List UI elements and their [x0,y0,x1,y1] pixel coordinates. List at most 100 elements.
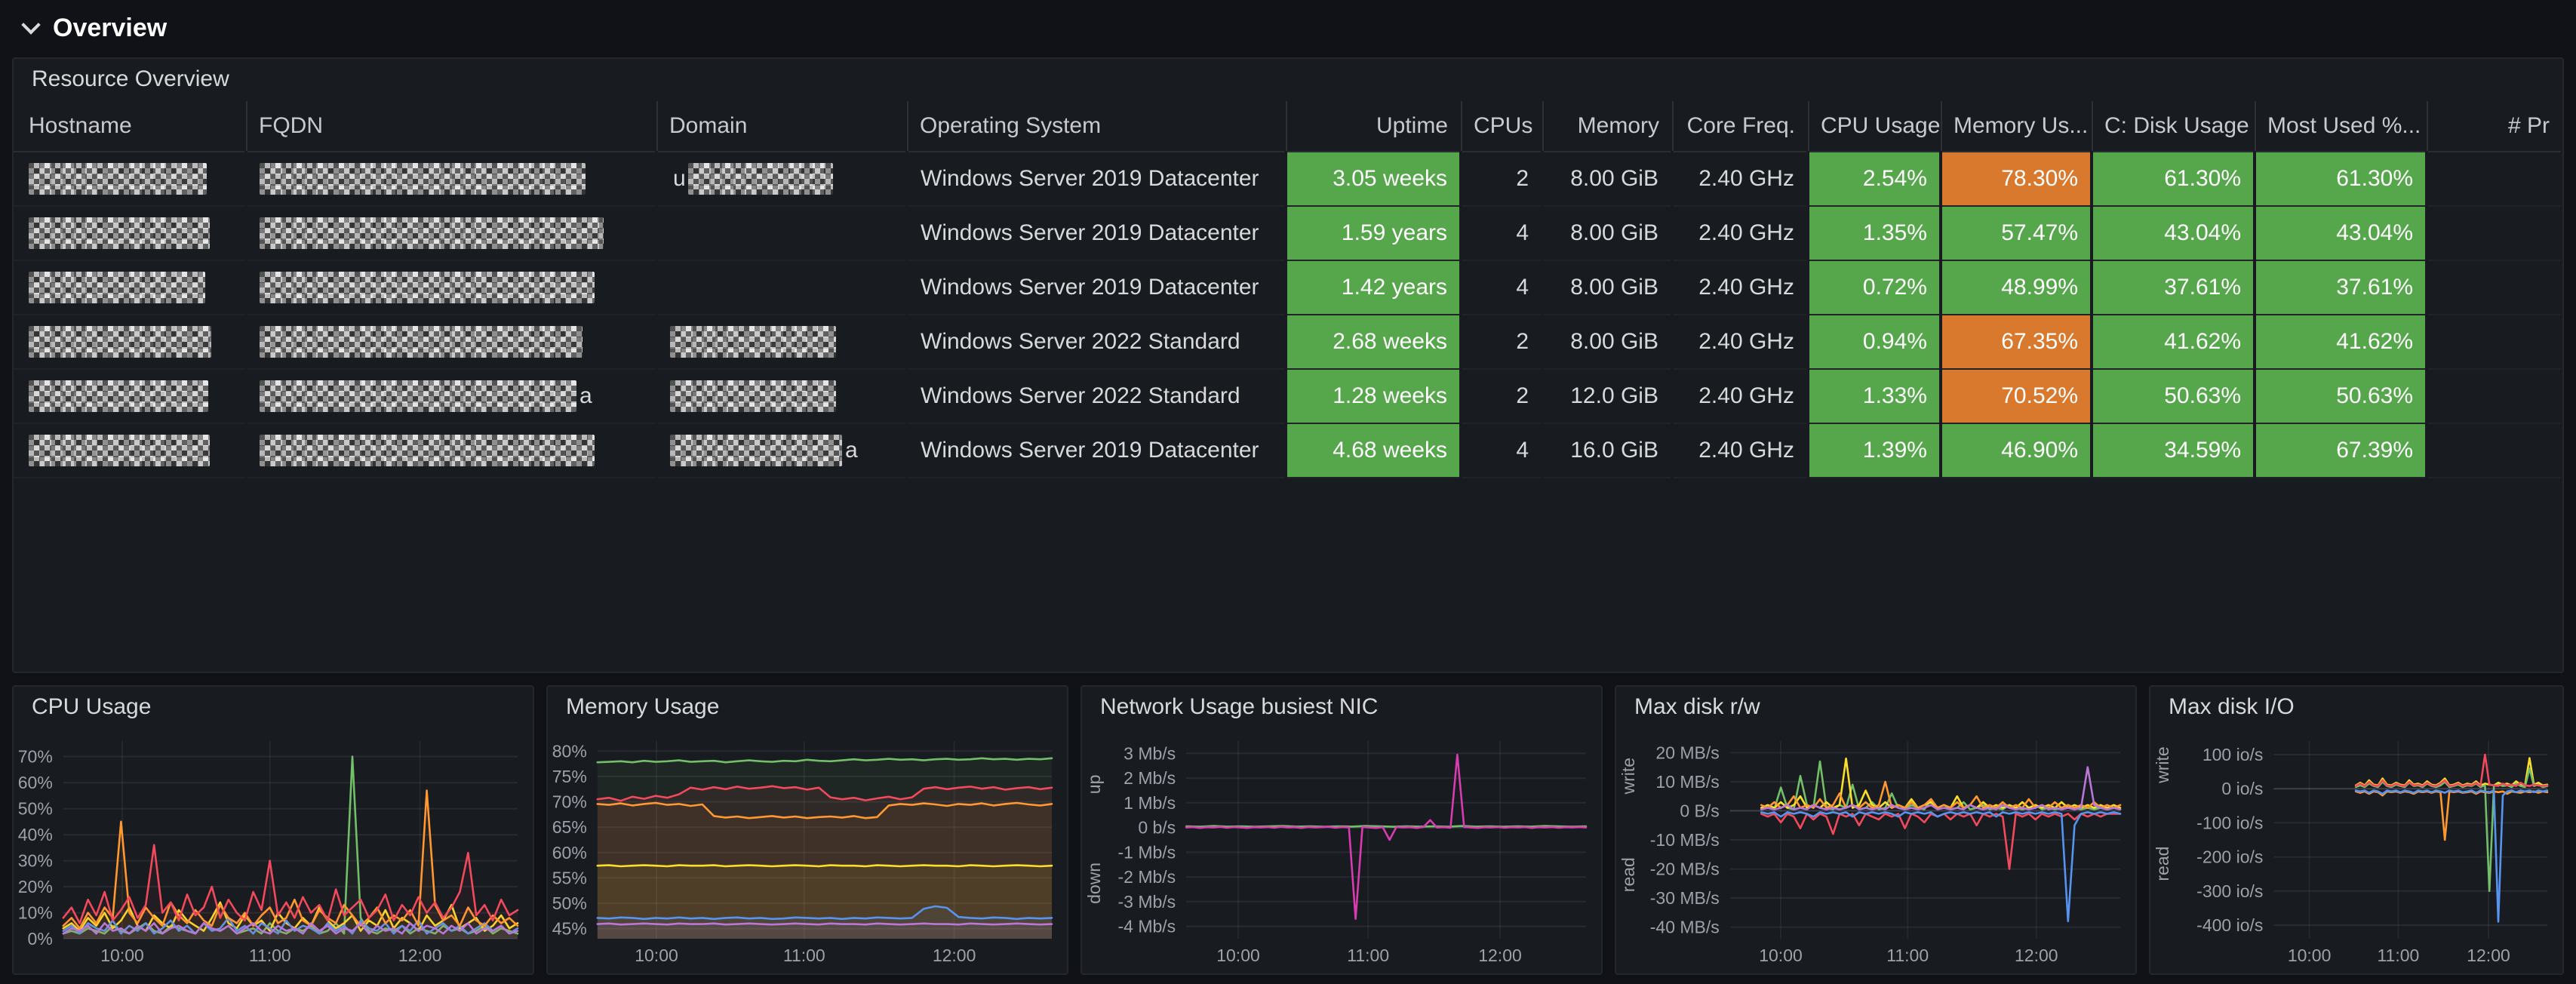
column-header-cpu_usage[interactable]: CPU Usage [1808,101,1941,152]
cell-memory: 8.00 GiB [1542,205,1674,260]
y-tick-label: 0 io/s [2221,779,2263,798]
max-disk-io-chart[interactable]: 100 io/s 0 io/s -100 io/s -200 io/s -300 io/… [2153,726,2559,969]
chevron-down-icon [21,15,41,35]
cell-processes [2427,314,2562,369]
network-usage-chart[interactable]: 3 Mb/s 2 Mb/s 1 Mb/s 0 b/s -1 Mb/s -2 Mb/s -3 … [1084,726,1598,969]
max-disk-i-o-plot[interactable]: 100 io/s 0 io/s -100 io/s -200 io/s -300 io/… [2153,726,2559,969]
redacted-text [670,434,842,466]
y-tick-label: 65% [552,817,587,837]
cell-hostname [14,151,247,206]
section-header-overview[interactable]: Overview [0,0,2576,57]
cell-cpus: 2 [1461,314,1544,369]
max-disk-r-w-plot[interactable]: 20 MB/s 10 MB/s 0 B/s -10 MB/s -20 MB/s -30 M… [1618,726,2132,969]
panel-title-memory-usage[interactable]: Memory Usage [566,694,720,720]
y-tick-label: -4 Mb/s [1118,917,1176,936]
axis-label-top: write [1619,758,1638,795]
x-tick-label: 10:00 [635,946,678,965]
column-header-memory[interactable]: Memory [1542,101,1673,152]
max-disk-rw-chart[interactable]: 20 MB/s 10 MB/s 0 B/s -10 MB/s -20 MB/s -30 M… [1618,726,2132,969]
y-tick-label: 100 io/s [2203,745,2264,764]
cell-cpu_usage-badge: 0.72% [1808,260,1942,315]
redacted-text [688,162,834,194]
table-row: a Windows Server 2019 Datacenter 4.68 week… [14,423,2562,478]
panel-title-resource-overview[interactable]: Resource Overview [32,66,229,92]
column-header-core_freq[interactable]: Core Freq. [1672,101,1809,152]
dashboard-content: Resource Overview Hostname FQDN Domain Oper… [0,57,2576,975]
axis-label-bottom: read [1619,857,1638,892]
panel-title-cpu-usage[interactable]: CPU Usage [32,694,152,720]
cell-core_freq: 2.40 GHz [1672,423,1809,478]
x-tick-label: 11:00 [1347,946,1389,965]
y-tick-label: -100 io/s [2196,813,2263,832]
memory-usage-chart[interactable]: 45% 50% 55% 60% 65% 70% 75% 80% 10:00 11:00 12:00 [551,726,1064,969]
memory-usage-plot[interactable]: 45% 50% 55% 60% 65% 70% 75% 80% 10:00 11:00 12:00 [551,726,1064,969]
series-area [597,786,1052,939]
resource-overview-panel: Resource Overview Hostname FQDN Domain Oper… [12,57,2564,673]
series-line [1760,811,2122,923]
network-usage-busiest-nic-plot[interactable]: 3 Mb/s 2 Mb/s 1 Mb/s 0 b/s -1 Mb/s -2 Mb/s -3 … [1084,726,1598,969]
redacted-text [29,325,211,357]
column-header-cpus[interactable]: CPUs [1461,101,1543,152]
cell-os: Windows Server 2019 Datacenter [907,260,1287,315]
column-header-most_used[interactable]: Most Used %... [2255,101,2427,152]
x-tick-label: 11:00 [249,946,291,965]
table-row: a Windows Server 2022 Standard 1.28 weeks 2… [14,368,2562,423]
y-tick-label: 45% [552,919,587,939]
redacted-text [29,434,210,466]
series-line [596,785,1053,802]
column-header-os[interactable]: Operating System [907,101,1286,152]
redacted-text [260,162,586,194]
column-header-processes[interactable]: # Pr [2427,101,2562,152]
cell-cpu_usage-badge: 0.94% [1808,314,1942,369]
y-tick-label: -10 MB/s [1650,830,1720,850]
panel-title-network-usage[interactable]: Network Usage busiest NIC [1100,694,1379,720]
axis-label-top: up [1085,775,1104,795]
y-tick-label: -40 MB/s [1650,918,1720,937]
x-tick-label: 11:00 [1886,946,1929,965]
y-tick-label: 1 Mb/s [1124,793,1176,813]
cell-hostname [14,423,247,478]
cell-disk_usage-badge: 41.62% [2092,314,2256,369]
column-header-domain[interactable]: Domain [656,101,908,152]
cell-memory: 8.00 GiB [1542,260,1674,315]
y-tick-label: 50% [552,893,587,913]
column-header-memory_usage[interactable]: Memory Us... [1941,101,2092,152]
cell-domain: a [656,423,908,478]
column-header-uptime[interactable]: Uptime [1286,101,1462,152]
cell-uptime-badge: 1.59 years [1286,205,1462,260]
y-tick-label: 70% [18,747,53,767]
cell-most_used-badge: 67.39% [2255,423,2428,478]
y-tick-label: 50% [18,799,53,819]
y-tick-label: -200 io/s [2196,847,2263,867]
cell-memory_usage-badge: 48.99% [1941,260,2093,315]
cell-most_used-badge: 50.63% [2255,368,2428,423]
cell-memory: 8.00 GiB [1542,314,1674,369]
cell-uptime-badge: 3.05 weeks [1286,151,1462,206]
cell-fqdn: a [246,368,658,423]
redacted-text [670,380,836,411]
cell-core_freq: 2.40 GHz [1672,260,1809,315]
y-tick-label: -2 Mb/s [1118,867,1176,887]
cell-cpu_usage-badge: 1.35% [1808,205,1942,260]
column-header-fqdn[interactable]: FQDN [246,101,657,152]
panel-title-max-disk-rw[interactable]: Max disk r/w [1634,694,1760,720]
cpu-usage-plot[interactable]: 0% 10% 20% 30% 40% 50% 60% 70% 10:00 11:00 12:00 [17,726,530,969]
y-tick-label: -3 Mb/s [1118,892,1176,912]
cell-core_freq: 2.40 GHz [1672,368,1809,423]
cell-fqdn [246,423,658,478]
series-line [596,801,1053,819]
cell-os: Windows Server 2022 Standard [907,368,1287,423]
cell-os: Windows Server 2022 Standard [907,314,1287,369]
panel-title-max-disk-io[interactable]: Max disk I/O [2169,694,2295,720]
cell-fqdn [246,205,658,260]
x-tick-label: 11:00 [2377,946,2419,965]
cell-fqdn [246,151,658,206]
column-header-hostname[interactable]: Hostname [14,101,247,152]
x-tick-label: 10:00 [1216,946,1260,965]
column-header-disk_usage[interactable]: C: Disk Usage [2092,101,2255,152]
series-line [2354,789,2549,923]
cell-domain: u [656,151,908,206]
cell-memory_usage-badge: 67.35% [1941,314,2093,369]
axis-label-bottom: down [1085,863,1104,904]
cpu-usage-chart[interactable]: 0% 10% 20% 30% 40% 50% 60% 70% 10:00 11:00 12:00 [17,726,530,969]
